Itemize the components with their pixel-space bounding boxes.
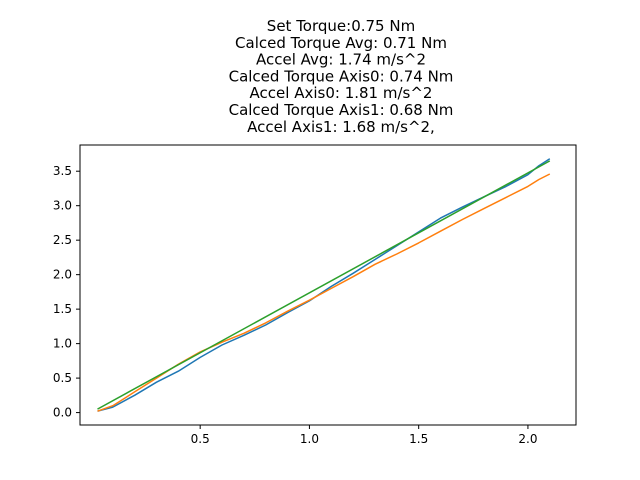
title-line-0: Set Torque:0.75 Nm xyxy=(267,17,415,35)
y-tick-label-6: 3.0 xyxy=(53,199,72,213)
title-line-5: Calced Torque Axis1: 0.68 Nm xyxy=(229,101,454,119)
title-line-3: Calced Torque Axis0: 0.74 Nm xyxy=(229,67,454,85)
title-line-4: Accel Axis0: 1.81 m/s^2 xyxy=(250,84,433,102)
y-tick-label-3: 1.5 xyxy=(53,302,72,316)
y-tick-label-0: 0.0 xyxy=(53,406,72,420)
plot-area-frame xyxy=(79,144,577,426)
x-tick-label-3: 2.0 xyxy=(518,432,537,446)
x-tick-label-2: 1.5 xyxy=(409,432,428,446)
y-tick-label-2: 1.0 xyxy=(53,337,72,351)
y-axis: 0.0 0.5 1.0 1.5 2.0 2.5 3.0 3.5 xyxy=(53,164,80,420)
series-group xyxy=(97,158,551,412)
title-line-2: Accel Avg: 1.74 m/s^2 xyxy=(256,51,426,69)
x-axis: 0.5 1.0 1.5 2.0 xyxy=(191,425,537,446)
y-tick-label-4: 2.0 xyxy=(53,268,72,282)
series-line-2 xyxy=(97,160,551,410)
y-tick-label-1: 0.5 xyxy=(53,371,72,385)
title-line-6: Accel Axis1: 1.68 m/s^2, xyxy=(247,118,435,136)
title-line-1: Calced Torque Avg: 0.71 Nm xyxy=(235,34,447,52)
x-tick-label-1: 1.0 xyxy=(300,432,319,446)
series-line-1 xyxy=(97,173,551,412)
y-tick-label-5: 2.5 xyxy=(53,233,72,247)
y-tick-label-7: 3.5 xyxy=(53,164,72,178)
x-tick-label-0: 0.5 xyxy=(191,432,210,446)
